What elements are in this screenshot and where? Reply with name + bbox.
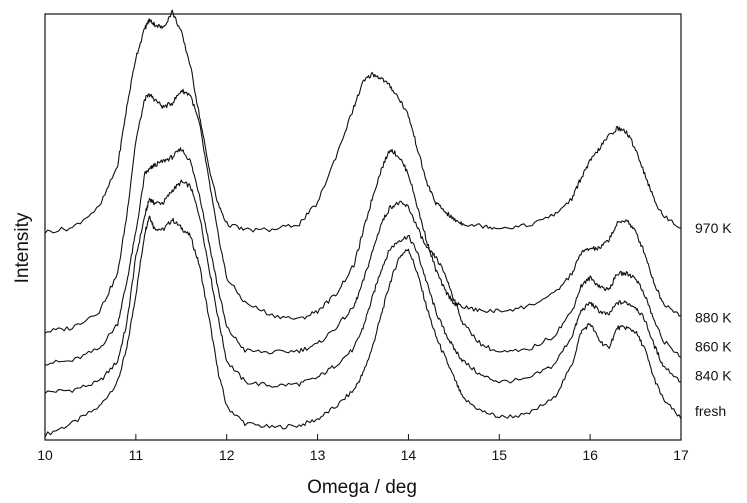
plot-frame xyxy=(44,13,682,441)
x-axis-tick-labels: 10 11 12 13 14 15 16 17 xyxy=(37,447,689,463)
series-label-970-k: 970 K xyxy=(695,220,732,236)
x-tick-label: 16 xyxy=(582,447,598,463)
series-label-840-k: 840 K xyxy=(695,368,732,384)
series-traces xyxy=(44,9,682,438)
series-label-fresh: fresh xyxy=(695,403,726,419)
x-axis-title: Omega / deg xyxy=(307,477,417,498)
x-tick-label: 14 xyxy=(401,447,417,463)
x-tick-label: 12 xyxy=(219,447,235,463)
series-line-860-k xyxy=(44,147,682,366)
series-labels: fresh 840 K 860 K 880 K 970 K xyxy=(695,220,732,419)
x-tick-label: 17 xyxy=(673,447,689,463)
x-tick-label: 11 xyxy=(129,447,144,463)
y-axis-title: Intensity xyxy=(12,212,33,283)
series-label-860-k: 860 K xyxy=(695,338,732,354)
x-axis-ticks xyxy=(44,434,682,440)
x-tick-label: 13 xyxy=(310,447,326,463)
series-line-fresh xyxy=(44,215,682,438)
series-line-880-k xyxy=(44,88,682,334)
x-tick-label: 15 xyxy=(491,447,507,463)
series-line-970-k xyxy=(44,9,682,234)
series-line-840-k xyxy=(44,179,682,394)
x-tick-label: 10 xyxy=(37,447,53,463)
series-label-880-k: 880 K xyxy=(695,309,732,325)
